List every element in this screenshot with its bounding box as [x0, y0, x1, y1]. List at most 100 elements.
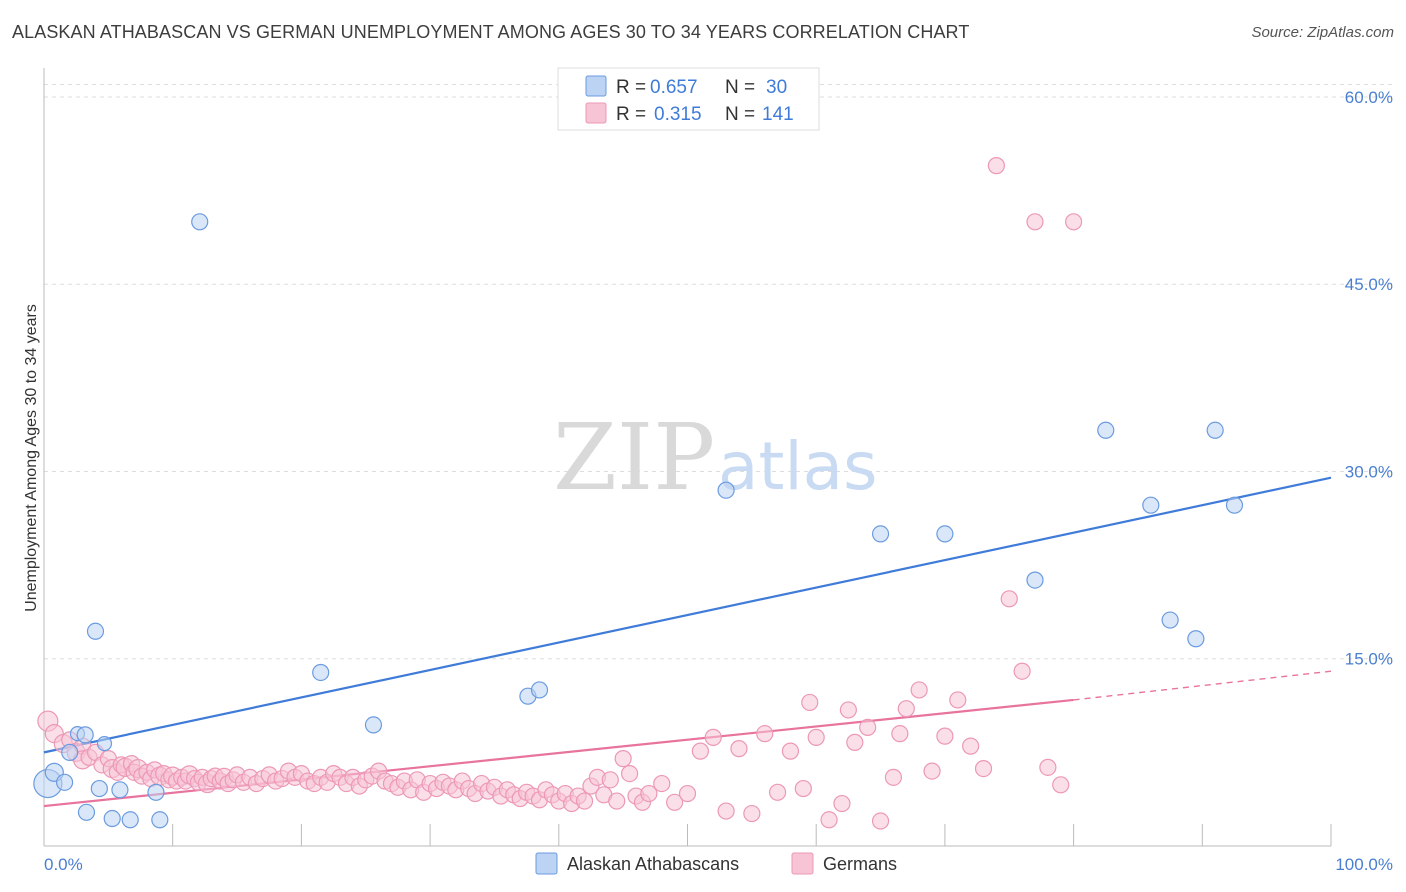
- legend-pink-swatch: [585, 102, 607, 124]
- x-tick-label-max: 100.0%: [1335, 855, 1393, 874]
- legend-r-label-2: R =: [616, 104, 646, 125]
- athabascan-point-7: [86, 622, 105, 640]
- german-point-109: [704, 728, 722, 746]
- german-point-119: [833, 794, 851, 813]
- german-point-107: [678, 784, 697, 803]
- german-point-126: [923, 762, 941, 780]
- german-point-140: [891, 725, 909, 743]
- german-point-112: [743, 804, 761, 823]
- legend-blue-swatch: [585, 75, 607, 97]
- german-point-114: [768, 783, 787, 801]
- bottom-legend-blue-swatch: [535, 852, 558, 875]
- athabascan-point-17: [364, 716, 383, 734]
- german-point-111: [730, 740, 748, 758]
- athabascan-point-21: [871, 525, 890, 543]
- athabascan-point-15: [191, 213, 209, 231]
- german-point-128: [949, 691, 967, 709]
- athabascan-point-28: [1206, 421, 1224, 439]
- athabascan-point-2: [55, 773, 74, 791]
- watermark-atlas: atlas: [718, 428, 878, 505]
- athabascan-point-25: [1142, 496, 1160, 514]
- german-point-110: [717, 802, 735, 820]
- athabascan-point-3: [61, 743, 79, 761]
- bottom-legend-athabascans: Alaskan Athabascans: [567, 854, 739, 874]
- german-trend-line-extension: [1073, 670, 1332, 701]
- athabascan-point-6: [77, 803, 96, 821]
- athabascan-point-29: [1225, 496, 1244, 514]
- y-tick-label-3: 60.0%: [1345, 88, 1393, 107]
- german-point-94: [575, 792, 594, 810]
- german-point-100: [614, 750, 632, 768]
- german-point-117: [807, 728, 825, 746]
- german-point-123: [884, 768, 903, 786]
- german-point-137: [1064, 213, 1083, 231]
- german-point-132: [1000, 590, 1018, 608]
- grid-lines: [44, 83, 1394, 660]
- axes: [43, 68, 1332, 847]
- german-point-99: [608, 792, 626, 810]
- german-point-120: [846, 733, 864, 751]
- german-point-138: [839, 701, 857, 719]
- german-point-139: [801, 693, 819, 712]
- legend-r-value-1: 0.657: [650, 77, 698, 98]
- german-point-118: [820, 811, 838, 829]
- legend-n-value-1: 30: [766, 77, 787, 98]
- athabascan-points: [33, 213, 1244, 829]
- x-tick-label-min: 0.0%: [44, 855, 83, 874]
- athabascan-point-10: [103, 809, 121, 828]
- german-point-134: [1026, 213, 1044, 231]
- german-point-125: [910, 681, 928, 699]
- german-point-122: [871, 812, 890, 830]
- trend-lines: [43, 476, 1332, 808]
- legend-r-label-1: R =: [616, 77, 646, 98]
- german-point-106: [666, 793, 684, 811]
- athabascan-point-19: [530, 681, 549, 699]
- athabascan-point-26: [1161, 611, 1179, 629]
- athabascan-point-14: [151, 811, 169, 829]
- bottom-legend-germans: Germans: [823, 854, 897, 874]
- y-tick-labels: 15.0% 30.0% 45.0% 60.0%: [1345, 88, 1393, 669]
- athabascan-point-24: [1097, 421, 1115, 439]
- y-tick-label-2: 45.0%: [1345, 275, 1393, 294]
- athabascan-point-8: [90, 779, 108, 798]
- german-points: [37, 157, 1083, 830]
- german-point-101: [620, 764, 639, 783]
- german-point-130: [974, 759, 993, 778]
- bottom-legend-pink-swatch: [791, 852, 814, 875]
- athabascan-point-20: [717, 481, 735, 499]
- athabascan-trend-line: [43, 476, 1332, 754]
- german-point-129: [962, 737, 980, 755]
- y-axis-label: Unemployment Among Ages 30 to 34 years: [23, 304, 40, 612]
- german-point-116: [794, 779, 812, 798]
- watermark: ZIP atlas: [553, 404, 878, 511]
- x-tick-labels: 0.0% 100.0%: [44, 855, 1393, 874]
- y-tick-label-0: 15.0%: [1345, 650, 1393, 669]
- y-tick-label-1: 30.0%: [1345, 462, 1393, 481]
- watermark-zip: ZIP: [553, 404, 715, 511]
- legend-n-label-1: N =: [725, 77, 755, 98]
- legend-n-value-2: 141: [762, 104, 794, 125]
- german-point-136: [1052, 776, 1070, 794]
- athabascan-point-12: [121, 811, 139, 829]
- german-point-115: [781, 742, 800, 760]
- german-point-105: [653, 774, 671, 793]
- german-point-127: [936, 727, 954, 745]
- stats-legend: R = 0.657 N = 30 R = 0.315 N = 141: [557, 67, 820, 131]
- legend-r-value-2: 0.315: [654, 104, 702, 125]
- athabascan-point-22: [936, 525, 954, 543]
- athabascan-point-11: [111, 781, 129, 799]
- german-point-135: [1039, 758, 1057, 776]
- german-point-124: [897, 700, 915, 718]
- athabascan-point-23: [1026, 571, 1044, 589]
- german-point-108: [691, 742, 709, 760]
- german-point-104: [640, 784, 658, 803]
- athabascan-point-16: [312, 663, 330, 682]
- athabascan-point-9: [96, 736, 113, 752]
- german-point-121: [859, 718, 877, 737]
- athabascan-point-5: [76, 726, 94, 744]
- german-point-131: [987, 157, 1005, 175]
- german-point-98: [601, 771, 619, 789]
- source-label: Source: ZipAtlas.com: [1251, 24, 1394, 41]
- legend-n-label-2: N =: [725, 104, 755, 125]
